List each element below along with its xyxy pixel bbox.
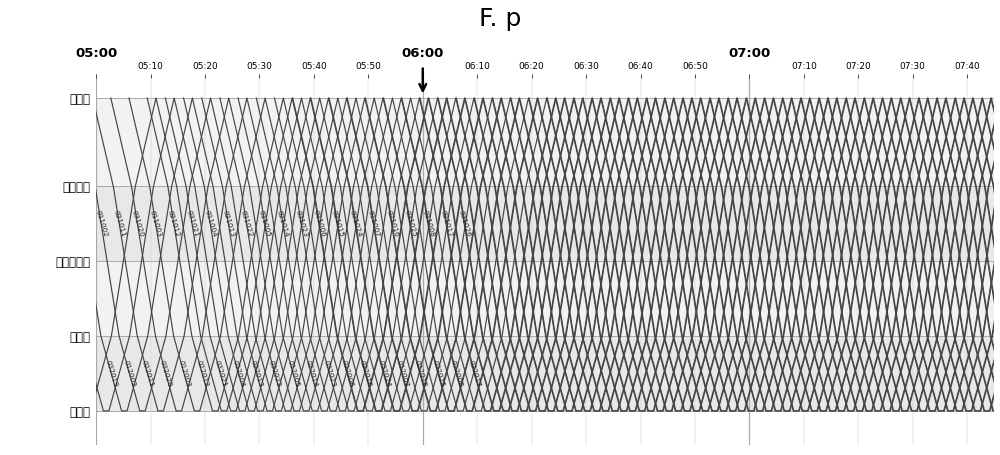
Text: 011003: 011003 (149, 210, 163, 238)
Text: 011008: 011008 (422, 210, 435, 238)
Text: 012007: 012007 (395, 359, 409, 388)
Text: 022016: 022016 (413, 359, 427, 388)
Text: 021013: 021013 (221, 210, 235, 238)
Text: 022013: 022013 (250, 359, 264, 388)
Text: 012006: 012006 (341, 359, 355, 388)
Text: 032021: 032021 (213, 359, 227, 388)
Text: 011002: 011002 (94, 210, 108, 238)
Bar (96, 336, 994, 411)
Text: 031022: 031022 (240, 210, 254, 238)
Text: 031026: 031026 (458, 210, 472, 238)
Text: 032022: 032022 (268, 359, 282, 388)
Text: 012005: 012005 (286, 359, 300, 388)
Text: 032020: 032020 (159, 359, 173, 388)
Text: 022014: 022014 (304, 359, 318, 388)
Text: 012008: 012008 (450, 359, 464, 388)
Text: 011005: 011005 (258, 210, 272, 238)
Text: 021017: 021017 (440, 210, 454, 238)
Text: 021016: 021016 (385, 210, 399, 238)
Text: 011007: 011007 (367, 210, 381, 238)
Text: 031023: 031023 (294, 210, 308, 238)
Text: 021014: 021014 (276, 210, 290, 238)
Bar (96, 187, 994, 261)
Text: 012004: 012004 (232, 359, 245, 388)
Text: 032019: 032019 (104, 359, 118, 388)
Bar (96, 98, 994, 187)
Text: 021011: 021011 (112, 210, 126, 238)
Text: 022012: 022012 (195, 359, 209, 388)
Text: 022016: 022016 (359, 359, 373, 388)
Text: 032025: 032025 (432, 359, 445, 388)
Text: 022017: 022017 (468, 359, 482, 388)
Text: 021015: 021015 (331, 210, 344, 238)
Text: 031020: 031020 (131, 210, 144, 238)
Text: 012003: 012003 (177, 359, 191, 388)
Bar (96, 261, 994, 336)
Text: 022011: 022011 (141, 359, 155, 388)
Text: 011006: 011006 (312, 210, 326, 238)
Text: 032024: 032024 (377, 359, 391, 388)
Text: 032023: 032023 (323, 359, 336, 388)
Text: F. p: F. p (479, 7, 521, 31)
Text: 031021: 031021 (185, 210, 199, 238)
Text: 031025: 031025 (403, 210, 417, 238)
Text: 021012: 021012 (167, 210, 181, 238)
Text: 031024: 031024 (349, 210, 363, 238)
Text: 011004: 011004 (203, 210, 217, 238)
Text: 012002: 012002 (123, 359, 136, 388)
